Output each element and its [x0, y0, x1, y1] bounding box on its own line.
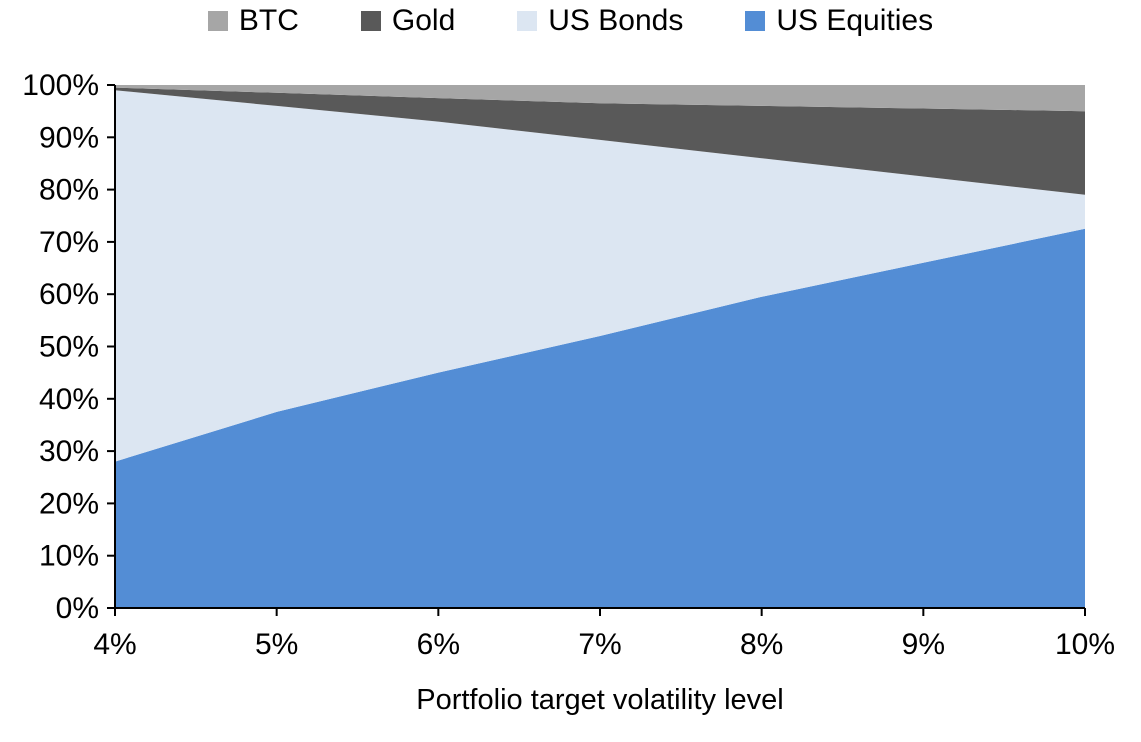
area-gold	[115, 87, 1085, 195]
y-tick-label: 100%	[22, 69, 99, 102]
legend-label-us-bonds: US Bonds	[548, 4, 684, 37]
y-tick-label: 70%	[39, 226, 99, 259]
chart-legend: BTC Gold US Bonds US Equities	[0, 6, 1141, 36]
y-tick-label: 20%	[39, 487, 99, 520]
area-btc	[115, 85, 1085, 112]
y-tick-label: 80%	[39, 174, 99, 207]
x-tick-label: 6%	[417, 628, 460, 661]
legend-item-gold: Gold	[360, 4, 456, 37]
area-us-bonds	[115, 90, 1085, 462]
area-us-equities	[115, 228, 1085, 609]
x-tick-label: 4%	[93, 628, 136, 661]
x-tick-label: 8%	[740, 628, 783, 661]
legend-swatch-btc	[207, 11, 228, 31]
x-tick-label: 5%	[255, 628, 298, 661]
legend-label-btc: BTC	[238, 4, 299, 37]
legend-item-btc: BTC	[207, 4, 299, 37]
y-tick-label: 10%	[39, 540, 99, 573]
y-tick-label: 30%	[39, 435, 99, 468]
y-tick-label: 0%	[56, 592, 99, 625]
y-tick-label: 50%	[39, 331, 99, 364]
legend-swatch-us-bonds	[517, 11, 538, 31]
legend-item-us-equities: US Equities	[745, 6, 933, 36]
legend-label-us-equities: US Equities	[776, 4, 934, 37]
y-tick-label: 40%	[39, 383, 99, 416]
legend-label-gold: Gold	[391, 4, 456, 37]
legend-swatch-us-equities	[745, 11, 766, 31]
x-axis-title: Portfolio target volatility level	[416, 684, 784, 716]
x-tick-label: 9%	[902, 628, 945, 661]
y-tick-label: 60%	[39, 278, 99, 311]
legend-item-us-bonds: US Bonds	[517, 6, 683, 36]
legend-swatch-gold	[360, 11, 381, 31]
x-tick-label: 7%	[578, 628, 621, 661]
y-tick-label: 90%	[39, 121, 99, 154]
x-tick-label: 10%	[1055, 628, 1115, 661]
